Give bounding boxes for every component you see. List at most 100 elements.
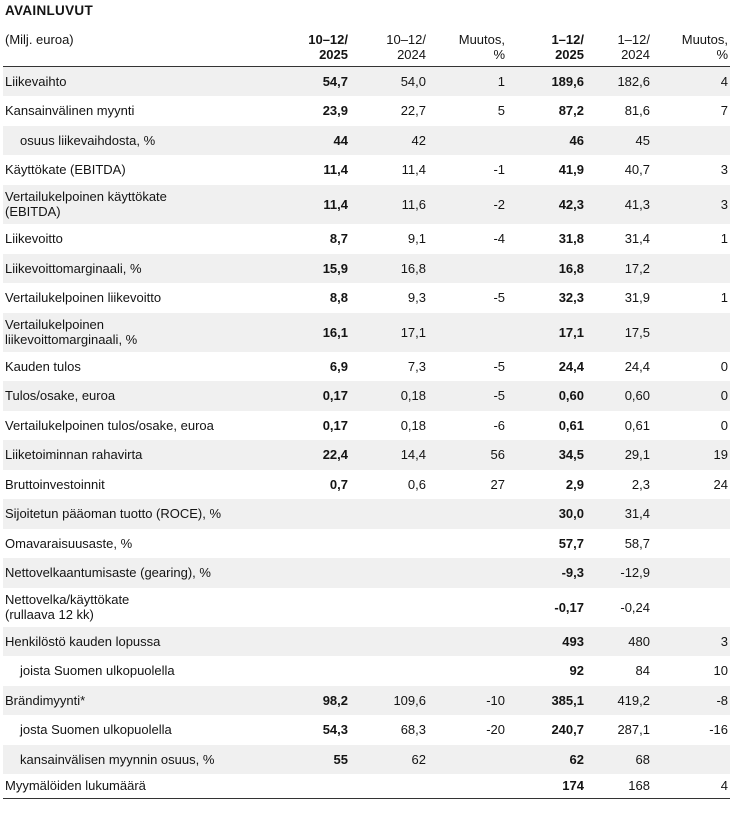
value-fy-change [652, 557, 730, 588]
value-q4-2024 [350, 773, 428, 799]
table-row: Liikevoitto 8,7 9,1 -4 31,8 31,4 1 [3, 223, 730, 254]
value-fy-2025: -0,17 [507, 587, 586, 627]
value-fy-2025: 30,0 [507, 498, 586, 529]
value-q4-2024 [350, 528, 428, 558]
value-q4-2025: 16,1 [283, 312, 350, 352]
value-q4-2024: 9,1 [350, 223, 428, 254]
value-q4-change [428, 655, 507, 686]
value-fy-2025: 31,8 [507, 223, 586, 254]
row-label: Vertailukelpoinen liikevoitto [3, 282, 283, 313]
row-label: Liiketoiminnan rahavirta [3, 439, 283, 470]
row-label: Myymälöiden lukumäärä [3, 773, 283, 799]
value-q4-2025: 11,4 [283, 154, 350, 185]
value-fy-change [652, 125, 730, 155]
table-row: Henkilöstö kauden lopussa 493 480 3 [3, 626, 730, 656]
table-row: Brändimyynti* 98,2 109,6 -10 385,1 419,2 -8 [3, 685, 730, 715]
value-q4-2025: 0,17 [283, 380, 350, 411]
value-fy-2024: 17,2 [586, 253, 652, 283]
value-fy-2024: -0,24 [586, 587, 652, 627]
value-fy-2025: 87,2 [507, 95, 586, 126]
table-row: Liiketoiminnan rahavirta 22,4 14,4 56 34,5 29… [3, 439, 730, 470]
value-q4-2024: 11,6 [350, 184, 428, 224]
row-label: Vertailukelpoinen tulos/osake, euroa [3, 410, 283, 440]
table-row: Myymälöiden lukumäärä 174 168 4 [3, 773, 730, 799]
value-fy-change: 24 [652, 469, 730, 499]
value-fy-change: 0 [652, 410, 730, 440]
value-q4-2024: 7,3 [350, 351, 428, 381]
value-fy-2024: 24,4 [586, 351, 652, 381]
header-q4-2024: 10–12/2024 [350, 30, 428, 67]
value-q4-2024: 42 [350, 125, 428, 155]
table-row: Kansainvälinen myynti 23,9 22,7 5 87,2 81,6 7 [3, 95, 730, 126]
value-fy-2024: 480 [586, 626, 652, 656]
value-fy-2024: 419,2 [586, 685, 652, 715]
value-fy-2024: 0,60 [586, 380, 652, 411]
value-fy-change [652, 498, 730, 529]
row-label: Liikevaihto [3, 66, 283, 96]
value-fy-change: 0 [652, 380, 730, 411]
value-fy-2025: 385,1 [507, 685, 586, 715]
value-fy-2024: 182,6 [586, 66, 652, 96]
value-q4-2025: 6,9 [283, 351, 350, 381]
value-fy-change: 3 [652, 184, 730, 224]
value-q4-change: -6 [428, 410, 507, 440]
table-row: Vertailukelpoinen tulos/osake, euroa 0,17… [3, 410, 730, 440]
key-figures-table: (Milj. euroa) 10–12/2025 10–12/2024 Muut… [3, 30, 730, 799]
value-fy-change [652, 744, 730, 774]
value-fy-2025: 41,9 [507, 154, 586, 185]
row-label: Vertailukelpoinen käyttökate (EBITDA) [3, 184, 283, 224]
value-q4-2025: 98,2 [283, 685, 350, 715]
row-label: josta Suomen ulkopuolella [3, 714, 283, 745]
value-q4-change [428, 312, 507, 352]
value-fy-2024: 68 [586, 744, 652, 774]
value-q4-2025: 8,8 [283, 282, 350, 313]
table-row: kansainvälisen myynnin osuus, % 55 62 62 68 [3, 744, 730, 774]
header-unit: (Milj. euroa) [3, 30, 283, 67]
value-q4-change: 1 [428, 66, 507, 96]
value-q4-2025 [283, 626, 350, 656]
value-fy-change [652, 312, 730, 352]
value-fy-change: 0 [652, 351, 730, 381]
value-q4-change: -10 [428, 685, 507, 715]
value-q4-2024 [350, 557, 428, 588]
row-label: osuus liikevaihdosta, % [3, 125, 283, 155]
table-row: Tulos/osake, euroa 0,17 0,18 -5 0,60 0,60 0 [3, 380, 730, 411]
value-q4-2025 [283, 773, 350, 799]
value-q4-change [428, 253, 507, 283]
value-q4-change: -1 [428, 154, 507, 185]
value-fy-2025: 0,60 [507, 380, 586, 411]
value-q4-2024: 62 [350, 744, 428, 774]
table-row: Nettovelkaantumisaste (gearing), % -9,3 -1… [3, 557, 730, 588]
value-fy-change: -8 [652, 685, 730, 715]
table-row: Kauden tulos 6,9 7,3 -5 24,4 24,4 0 [3, 351, 730, 381]
value-fy-2024: 41,3 [586, 184, 652, 224]
value-q4-2025: 11,4 [283, 184, 350, 224]
value-fy-2025: 0,61 [507, 410, 586, 440]
table-row: osuus liikevaihdosta, % 44 42 46 45 [3, 125, 730, 155]
value-fy-2025: 2,9 [507, 469, 586, 499]
value-q4-2024: 16,8 [350, 253, 428, 283]
value-q4-2025: 8,7 [283, 223, 350, 254]
row-label: joista Suomen ulkopuolella [3, 655, 283, 686]
value-q4-2024 [350, 498, 428, 529]
row-label: Brändimyynti* [3, 685, 283, 715]
value-q4-2024: 14,4 [350, 439, 428, 470]
value-q4-2024: 11,4 [350, 154, 428, 185]
value-fy-2025: 46 [507, 125, 586, 155]
row-label: Nettovelka/käyttökate (rullaava 12 kk) [3, 587, 283, 627]
value-fy-2024: 45 [586, 125, 652, 155]
value-q4-2024 [350, 626, 428, 656]
value-q4-2024: 0,18 [350, 410, 428, 440]
value-fy-2024: 31,4 [586, 223, 652, 254]
row-label: Kansainvälinen myynti [3, 95, 283, 126]
value-fy-change: -16 [652, 714, 730, 745]
table-row: josta Suomen ulkopuolella 54,3 68,3 -20 240,… [3, 714, 730, 745]
value-q4-2025: 0,7 [283, 469, 350, 499]
value-fy-change [652, 253, 730, 283]
value-q4-change: -20 [428, 714, 507, 745]
value-q4-2024: 109,6 [350, 685, 428, 715]
table-row: Liikevoittomarginaali, % 15,9 16,8 16,8 17,2 [3, 253, 730, 283]
value-q4-2024: 17,1 [350, 312, 428, 352]
value-q4-2025: 55 [283, 744, 350, 774]
row-label: kansainvälisen myynnin osuus, % [3, 744, 283, 774]
